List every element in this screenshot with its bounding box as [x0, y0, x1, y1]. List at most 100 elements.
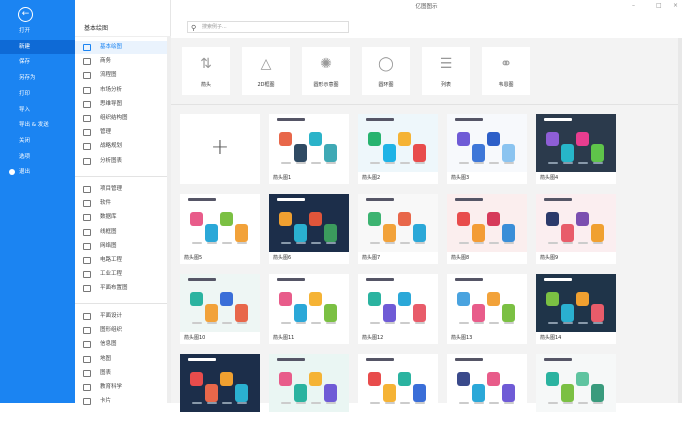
category-icon [83, 228, 91, 236]
arrows-icon: ⇅ [200, 56, 212, 72]
template-thumbnail [180, 274, 260, 332]
category-item[interactable]: 数据库 [75, 211, 167, 224]
template-card[interactable]: 箭头图7 [358, 194, 438, 264]
category-item[interactable]: 工业工程 [75, 268, 167, 281]
nav-item[interactable]: 导入 [0, 103, 75, 117]
maximize-button[interactable]: □ [656, 2, 662, 9]
thumbnail-shape [294, 384, 307, 402]
category-item[interactable]: 地图 [75, 353, 167, 366]
category-item[interactable]: 基本绘图 [75, 41, 167, 54]
thumbnail-shape [546, 292, 559, 306]
category-item[interactable]: 战略规划 [75, 140, 167, 153]
subcategory-tile[interactable]: ⇅ 箭头 [182, 47, 230, 95]
template-thumbnail [269, 274, 349, 332]
thumbnail-line [578, 322, 588, 324]
template-card[interactable]: 箭头图14 [536, 274, 616, 344]
category-item[interactable]: 软件 [75, 197, 167, 210]
nav-item[interactable]: 打印 [0, 87, 75, 101]
subcategory-tile[interactable]: ⚭ 韦恩图 [482, 47, 530, 95]
template-card[interactable] [180, 354, 260, 424]
close-button[interactable]: × [673, 2, 679, 9]
thumbnail-line [370, 162, 380, 164]
category-item[interactable]: 图表 [75, 367, 167, 380]
template-card[interactable]: 箭头图4 [536, 114, 616, 184]
nav-item[interactable]: 打开 [0, 24, 75, 38]
thumbnail-line [281, 242, 291, 244]
category-item[interactable]: 平面设计 [75, 310, 167, 323]
minimize-button[interactable]: – [632, 2, 635, 9]
template-card[interactable]: 箭头图12 [358, 274, 438, 344]
thumbnail-shape [472, 304, 485, 322]
subcategory-tile[interactable]: △ 2D框图 [242, 47, 290, 95]
category-item[interactable]: 管理 [75, 126, 167, 139]
category-item[interactable]: 分析图表 [75, 155, 167, 168]
template-card[interactable]: 箭头图8 [447, 194, 527, 264]
nav-item-label: 导出 & 发送 [19, 122, 49, 129]
category-item[interactable]: 组织结构图 [75, 112, 167, 125]
thumbnail-shape [235, 304, 248, 322]
thumbnail-line [296, 402, 306, 404]
template-card[interactable]: 箭头图6 [269, 194, 349, 264]
category-item[interactable]: 卡片 [75, 395, 167, 408]
nav-item[interactable]: 关闭 [0, 134, 75, 148]
nav-item[interactable]: 退出 [0, 165, 75, 179]
search-icon: ⚲ [191, 24, 197, 32]
template-card[interactable]: 箭头图9 [536, 194, 616, 264]
nav-item[interactable]: 新建 [0, 39, 75, 54]
template-thumbnail [358, 354, 438, 412]
category-item[interactable]: 教育科学 [75, 381, 167, 394]
arrow-left-icon[interactable]: ← [18, 7, 33, 22]
thumbnail-shape [413, 304, 426, 322]
thumbnail-title [366, 358, 394, 361]
category-item[interactable]: 思维导图 [75, 98, 167, 111]
thumbnail-line [593, 322, 603, 324]
thumbnail-shape [546, 132, 559, 146]
template-card[interactable]: 箭头图11 [269, 274, 349, 344]
thumbnail-shape [591, 384, 604, 402]
template-card[interactable] [269, 354, 349, 424]
nav-item[interactable]: 保存 [0, 55, 75, 69]
category-item[interactable]: 电路工程 [75, 254, 167, 267]
thumbnail-line [548, 322, 558, 324]
category-item[interactable]: 商务 [75, 55, 167, 68]
category-item[interactable]: 市场分析 [75, 84, 167, 97]
template-card[interactable]: 箭头图1 [269, 114, 349, 184]
category-item[interactable]: 线框图 [75, 226, 167, 239]
thumbnail-shape [502, 144, 515, 162]
thumbnail-shape [383, 224, 396, 242]
main-scrollbar[interactable] [678, 38, 682, 403]
nav-item[interactable]: 导出 & 发送 [0, 118, 75, 132]
thumbnail-line [489, 242, 499, 244]
thumbnail-line [459, 162, 469, 164]
subcategory-tile[interactable]: ◯ 圆环图 [362, 47, 410, 95]
thumbnail-shape [205, 224, 218, 242]
template-card[interactable]: 箭头图5 [180, 194, 260, 264]
template-card[interactable]: 箭头图13 [447, 274, 527, 344]
nav-item-label: 退出 [19, 169, 31, 176]
category-item[interactable]: 项目管理 [75, 183, 167, 196]
template-card[interactable] [358, 354, 438, 424]
nav-item[interactable]: 另存为 [0, 71, 75, 85]
search-input[interactable]: ⚲ 搜索例子... [187, 21, 349, 33]
thumbnail-shape [561, 224, 574, 242]
nav-item[interactable]: 选项 [0, 150, 75, 164]
thumbnail-shape [324, 304, 337, 322]
nav-item-label: 打印 [19, 90, 31, 97]
template-card[interactable]: 箭头图2 [358, 114, 438, 184]
subcategory-tile[interactable]: ☰ 列表 [422, 47, 470, 95]
category-item[interactable]: 平面布置图 [75, 282, 167, 295]
template-card[interactable]: 箭头图3 [447, 114, 527, 184]
category-item[interactable]: 流程图 [75, 69, 167, 82]
category-item[interactable]: 图形组织 [75, 324, 167, 337]
thumbnail-shape [368, 372, 381, 386]
thumbnail-shape [324, 224, 337, 242]
template-label: 箭头图8 [451, 255, 470, 261]
category-item[interactable]: 信息图 [75, 338, 167, 351]
template-card[interactable] [447, 354, 527, 424]
template-card[interactable]: 箭头图10 [180, 274, 260, 344]
subcategory-tile[interactable]: ✺ 圆形示意图 [302, 47, 350, 95]
template-card[interactable]: + [180, 114, 260, 184]
template-card[interactable] [536, 354, 616, 424]
category-scrollbar[interactable] [167, 37, 171, 403]
category-item[interactable]: 网络图 [75, 240, 167, 253]
